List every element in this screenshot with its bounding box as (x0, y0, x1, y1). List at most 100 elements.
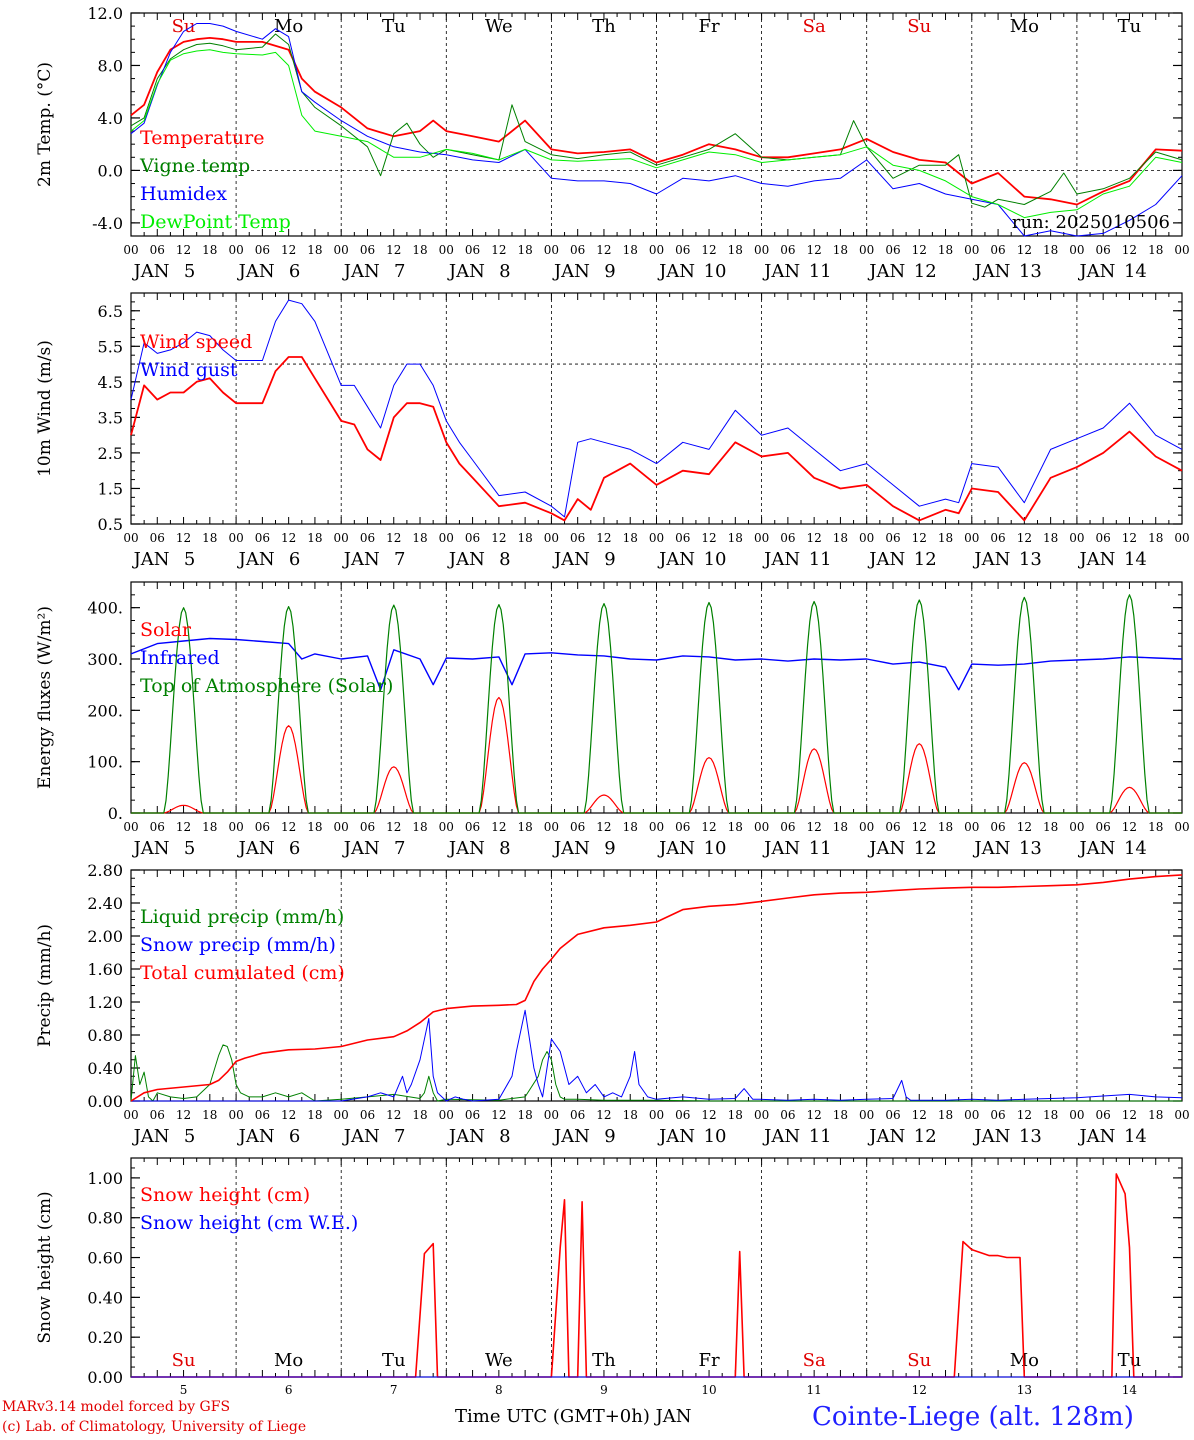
series-snow-precip-mm-h (131, 1009, 1183, 1102)
hour-label: 00 (544, 243, 559, 257)
hour-label: 00 (123, 1108, 138, 1122)
date-label: 14 (1124, 549, 1147, 570)
hour-label: 12 (1122, 243, 1137, 257)
y-tick-label: 0.00 (87, 1092, 123, 1111)
date-label: 13 (1019, 838, 1042, 859)
date-label: 6 (289, 549, 300, 570)
legend-entry: Wind gust (140, 359, 238, 381)
hour-label: 18 (623, 531, 638, 545)
date-label: 10 (704, 549, 727, 570)
series-vigne-temp (130, 33, 1183, 208)
hour-label: 18 (1043, 531, 1058, 545)
y-tick-label: 0.0 (98, 161, 123, 180)
hour-label: 06 (990, 1108, 1005, 1122)
hour-label: 12 (281, 531, 296, 545)
hour-label: 18 (1148, 820, 1163, 834)
legend-entry: DewPoint Temp (140, 211, 291, 233)
hour-label: 06 (885, 243, 900, 257)
hour-label: 06 (1096, 820, 1111, 834)
hour-label: 06 (465, 531, 480, 545)
y-tick-label: 0.5 (98, 515, 123, 534)
date-label: 8 (495, 1383, 503, 1397)
y-tick-label: 5.5 (98, 337, 123, 356)
date-label: 12 (914, 838, 937, 859)
hour-label: 12 (491, 1108, 506, 1122)
date-label: 14 (1124, 1126, 1147, 1147)
hour-label: 12 (176, 531, 191, 545)
hour-label: 00 (544, 1108, 559, 1122)
hour-label: 18 (1043, 820, 1058, 834)
weekday-label: Su (907, 16, 931, 37)
weekday-label: Mo (274, 1350, 303, 1371)
legend-entry: Humidex (140, 183, 227, 205)
hour-label: 00 (1069, 531, 1084, 545)
hour-label: 00 (859, 1108, 874, 1122)
month-label: JAN (867, 1126, 905, 1147)
hour-label: 00 (754, 1108, 769, 1122)
hour-label: 06 (255, 1108, 270, 1122)
hour-label: 12 (1017, 1108, 1032, 1122)
date-label: 14 (1124, 838, 1147, 859)
weekday-label: Su (172, 1350, 196, 1371)
hour-label: 18 (728, 243, 743, 257)
series-infrared (130, 637, 1183, 691)
y-tick-label: 2.80 (87, 861, 123, 880)
hour-label: 06 (780, 531, 795, 545)
hour-label: 18 (1148, 243, 1163, 257)
hour-label: 06 (885, 820, 900, 834)
hour-label: 00 (859, 531, 874, 545)
legend-entry: Vigne temp (139, 155, 250, 177)
series-dewpoint-temp (130, 49, 1183, 219)
y-tick-label: 0.00 (87, 1368, 123, 1387)
hour-label: 18 (517, 531, 532, 545)
hour-label: 18 (202, 820, 217, 834)
hour-label: 00 (754, 820, 769, 834)
date-label: 5 (184, 261, 195, 282)
legend-entry: Liquid precip (mm/h) (140, 906, 344, 928)
legend-entry: Temperature (140, 127, 264, 149)
hour-label: 00 (439, 1108, 454, 1122)
month-label: JAN (237, 261, 275, 282)
hour-label: 12 (596, 820, 611, 834)
date-label: 8 (499, 838, 510, 859)
weekday-label: Tu (382, 16, 406, 37)
date-label: 7 (394, 549, 405, 570)
hour-label: 12 (176, 1108, 191, 1122)
hour-label: 12 (1122, 531, 1137, 545)
hour-label: 12 (386, 820, 401, 834)
date-label: 5 (184, 1126, 195, 1147)
date-label: 12 (912, 1383, 927, 1397)
month-label: JAN (657, 549, 695, 570)
series-humidex (130, 23, 1183, 237)
month-label: JAN (342, 549, 380, 570)
y-tick-label: 12.0 (87, 4, 123, 23)
hour-label: 06 (675, 1108, 690, 1122)
hour-label: 18 (307, 1108, 322, 1122)
weekday-label: Su (172, 16, 196, 37)
date-label: 14 (1122, 1383, 1138, 1397)
month-label: JAN (657, 838, 695, 859)
hour-label: 06 (150, 531, 165, 545)
weekday-label: Th (592, 16, 616, 37)
hour-label: 18 (412, 531, 427, 545)
date-label: 13 (1019, 261, 1042, 282)
hour-label: 06 (150, 820, 165, 834)
date-label: 13 (1019, 549, 1042, 570)
weekday-label: Tu (382, 1350, 406, 1371)
hour-label: 06 (780, 243, 795, 257)
hour-label: 00 (964, 243, 979, 257)
date-label: 10 (701, 1383, 716, 1397)
date-label: 5 (180, 1383, 188, 1397)
month-label: JAN (552, 261, 590, 282)
hour-label: 00 (754, 243, 769, 257)
hour-label: 06 (1096, 243, 1111, 257)
hour-label: 06 (885, 531, 900, 545)
hour-label: 12 (912, 243, 927, 257)
hour-label: 00 (544, 531, 559, 545)
date-label: 9 (604, 549, 615, 570)
month-label: JAN (1077, 838, 1115, 859)
month-label: JAN (972, 838, 1010, 859)
hour-label: 06 (1096, 1108, 1111, 1122)
hour-label: 06 (570, 1108, 585, 1122)
